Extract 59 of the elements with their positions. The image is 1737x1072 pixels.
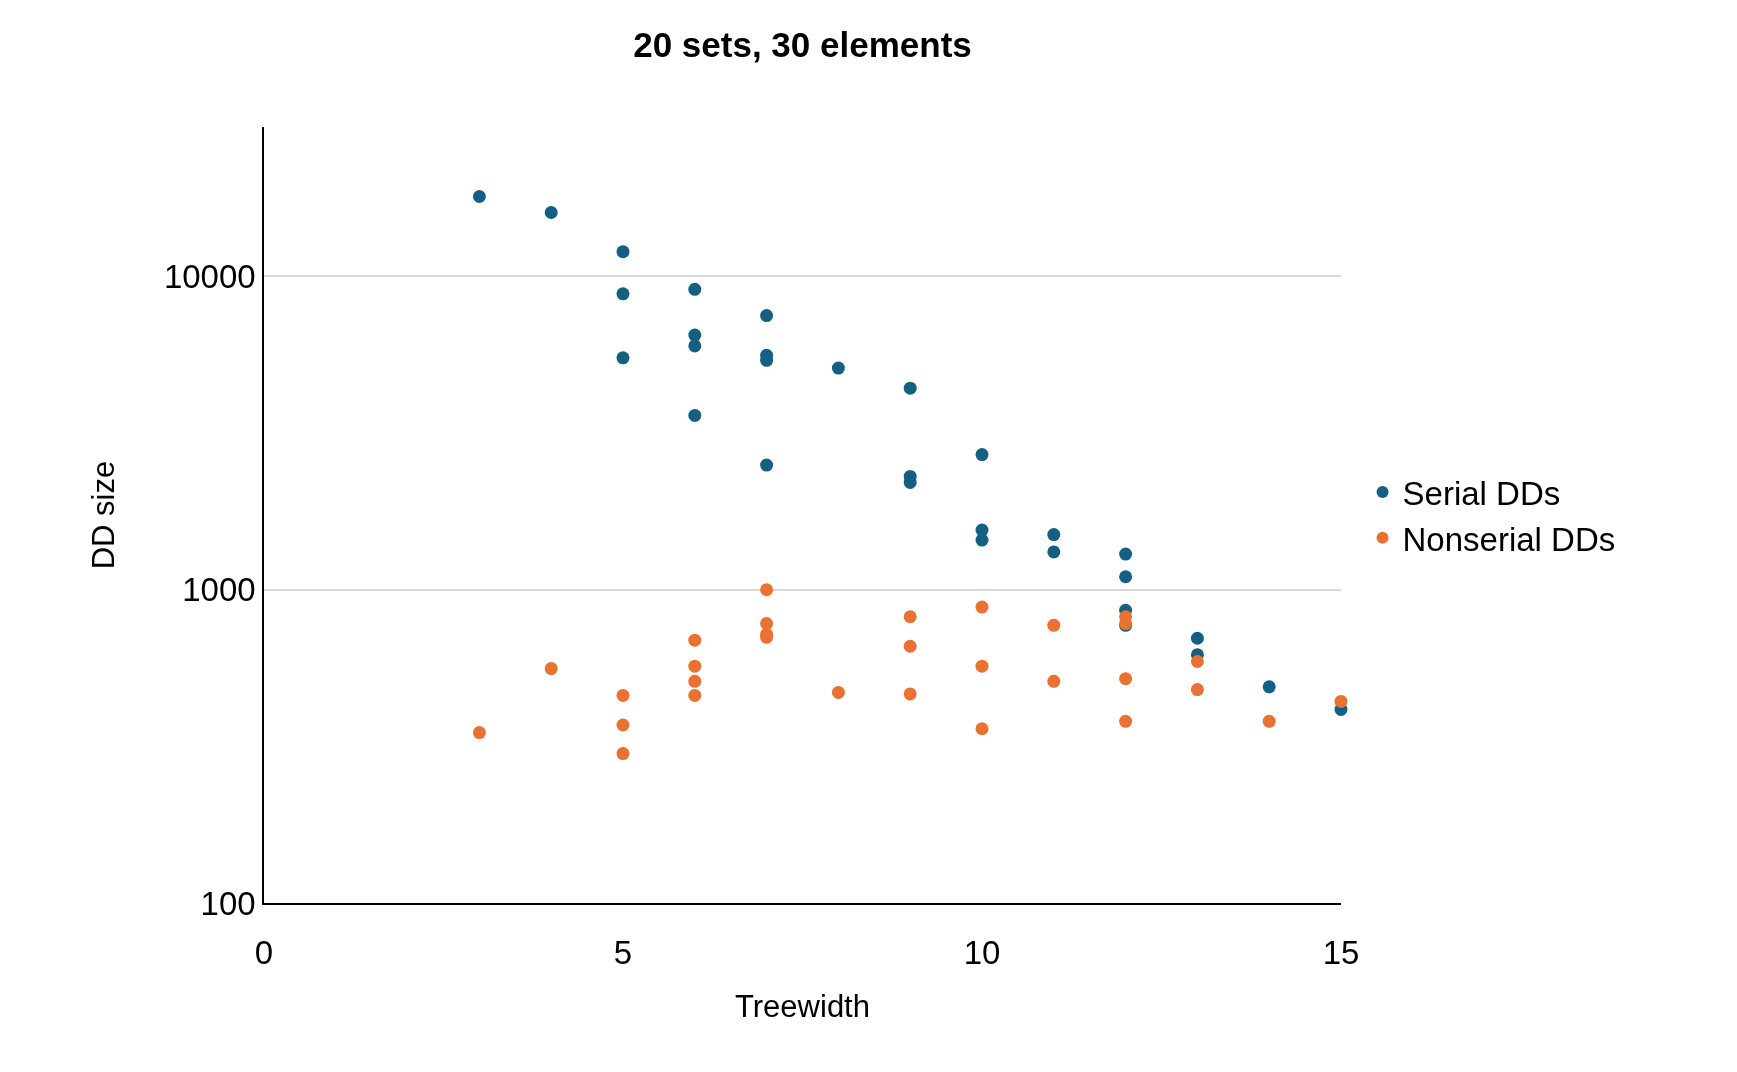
point [688,674,702,688]
point [688,282,702,296]
point [903,687,917,701]
point [616,747,630,761]
point [688,339,702,353]
point [688,328,702,342]
chart-title: 20 sets, 30 elements [633,24,972,64]
point [1334,694,1348,708]
point [544,206,558,220]
point [616,688,630,702]
point [760,617,774,631]
point [975,722,989,736]
x-tick-label: 0 [254,934,274,972]
x-tick-label: 10 [963,934,1001,972]
point [1262,714,1276,728]
point [975,448,989,462]
legend-label: Serial DDs [1402,474,1561,512]
point [975,600,989,614]
point [616,718,630,732]
point [688,688,702,702]
point [1047,528,1061,542]
x-axis-title: Treewidth [735,989,870,1025]
point [1190,631,1204,645]
point [616,245,630,259]
point [688,633,702,647]
point [975,659,989,673]
y-axis-title: DD size [86,460,122,570]
point [1047,618,1061,632]
point [1262,680,1276,694]
point [903,381,917,395]
point [1119,547,1133,561]
point [1190,683,1204,697]
point [1119,570,1133,584]
point [760,583,774,597]
point [544,662,558,676]
legend-label: Nonserial DDs [1402,520,1616,558]
point [616,287,630,301]
point [616,351,630,365]
point [472,190,486,203]
point [760,309,774,323]
y-tick-label: 100 [200,884,256,922]
point [1047,545,1061,559]
point [688,408,702,422]
point [831,361,845,375]
point [903,610,917,624]
x-tick-label: 15 [1322,934,1360,972]
point [975,533,989,547]
point [1047,674,1061,688]
point [472,726,486,740]
point [760,458,774,472]
point [903,639,917,653]
y-tick-label: 1000 [182,571,256,609]
x-tick-label: 5 [613,934,633,972]
point [1119,714,1133,728]
point [1119,672,1133,686]
point [1190,655,1204,669]
point [688,659,702,673]
y-tick-label: 10000 [163,258,256,296]
point [831,685,845,699]
